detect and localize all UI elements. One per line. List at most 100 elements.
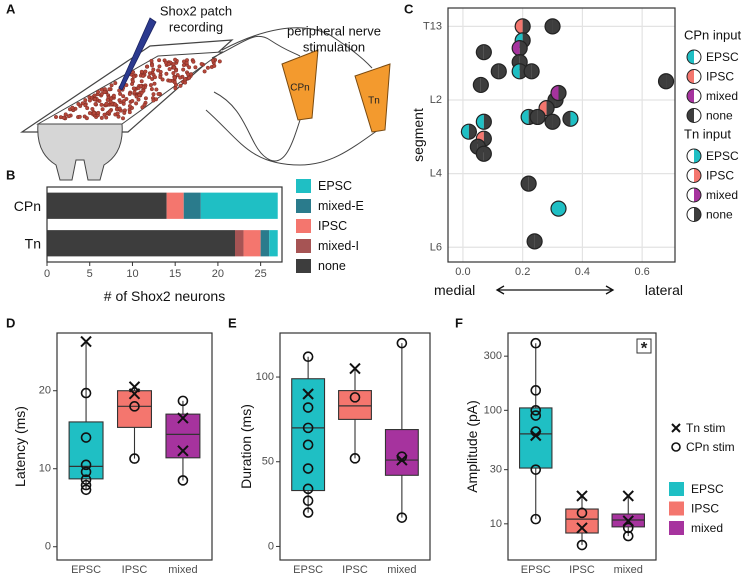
x-tick-label: 0.4 — [575, 266, 590, 278]
neuron-dot — [113, 102, 118, 107]
cpn-marker — [80, 479, 92, 491]
point — [523, 63, 540, 80]
y-axis-label: Amplitude (pA) — [464, 400, 480, 493]
tn-marker — [622, 490, 634, 502]
neuron-dot — [171, 71, 176, 76]
point-half — [545, 114, 553, 130]
point-half — [483, 146, 492, 162]
neuron-dot — [158, 69, 163, 74]
neuron-dot — [134, 101, 139, 106]
legend-label: EPSC — [318, 179, 352, 193]
neuron-dot — [154, 87, 159, 92]
cpn-marker — [349, 453, 361, 464]
neuron-dot — [100, 107, 105, 112]
legend-icon — [694, 149, 701, 163]
neuron-dot — [147, 71, 152, 76]
bar-segment — [200, 192, 278, 219]
bar-segment — [260, 230, 270, 257]
x-tick-label: 15 — [169, 268, 181, 280]
legend-icon — [687, 149, 694, 163]
neuron-dot — [108, 99, 113, 104]
legend-icon — [687, 168, 694, 183]
bar-segment — [235, 230, 244, 257]
point-half — [483, 44, 492, 60]
stim-label: peripheral nerve — [287, 24, 381, 39]
legend-label: mixed-I — [318, 239, 359, 253]
legend-icon — [687, 89, 694, 103]
legend-label: none — [318, 259, 346, 273]
point-half — [545, 18, 553, 34]
legend-marker — [671, 442, 681, 452]
cpn-marker — [530, 385, 542, 396]
legend-label: IPSC — [318, 219, 347, 233]
neuron-dot — [156, 91, 161, 96]
y-axis-label: Latency (ms) — [12, 406, 28, 487]
neuron-dot — [166, 62, 171, 67]
legend-icon — [686, 207, 702, 222]
point-outline — [523, 63, 540, 80]
neuron-dot — [127, 110, 132, 115]
cpn-electrode — [281, 49, 319, 121]
tn-electrode — [354, 63, 391, 133]
neuron-dot — [211, 58, 216, 63]
legend-swatch — [669, 521, 684, 535]
point — [475, 145, 492, 162]
legend-title: CPn input — [684, 28, 741, 43]
neuron-dot — [167, 67, 172, 72]
point — [526, 233, 543, 250]
box — [565, 508, 599, 534]
point-half — [522, 18, 531, 34]
neuron-dot — [149, 58, 154, 63]
point-half — [530, 109, 538, 125]
cpn-marker — [396, 451, 408, 462]
y-tick-label: T13 — [423, 20, 442, 32]
point-outline — [460, 123, 478, 140]
legend-label: none — [706, 109, 733, 123]
tn-marker — [576, 490, 588, 502]
neuron-dot — [182, 77, 187, 82]
point-half — [491, 63, 499, 79]
neuron-dot — [157, 58, 162, 63]
x-tick-label: 0 — [44, 268, 50, 280]
box — [291, 378, 326, 492]
legend-icon — [687, 207, 694, 222]
cpn-marker — [80, 466, 92, 478]
point-outline — [526, 233, 543, 250]
point-half — [558, 201, 567, 217]
point — [529, 108, 546, 126]
neuron-dot — [96, 89, 101, 94]
neuron-dot — [130, 81, 135, 86]
neuron-dot — [173, 57, 178, 62]
x-tick-label: mixed — [387, 564, 416, 575]
neuron-dot — [137, 93, 142, 98]
neuron-dot — [63, 112, 68, 117]
neuron-dot — [139, 79, 144, 84]
legend-label: mixed-E — [318, 199, 364, 213]
tn-marker — [302, 388, 314, 400]
panel-letter: C — [404, 2, 414, 17]
x-tick-label: EPSC — [521, 564, 551, 575]
tn-marker — [396, 454, 408, 466]
point-half — [473, 77, 481, 93]
point — [562, 110, 579, 127]
point — [657, 73, 675, 90]
point-half — [512, 40, 520, 56]
legend-icon — [686, 148, 702, 164]
legend-label: IPSC — [691, 502, 719, 516]
legend-icon — [687, 188, 694, 202]
point-half — [658, 73, 667, 89]
panel-letter: E — [228, 316, 237, 331]
neuron-dot — [54, 114, 59, 119]
cpn-marker — [302, 422, 314, 434]
cpn-marker — [622, 522, 634, 534]
direction-arrow — [495, 285, 615, 295]
neuron-dot — [113, 81, 118, 86]
cpn-marker — [302, 402, 314, 413]
point — [550, 200, 567, 217]
probe-label: recording — [169, 20, 223, 35]
neuron-dot — [187, 65, 192, 70]
legend-marker — [671, 423, 681, 433]
legend-label: EPSC — [706, 50, 739, 64]
x-tick-label: 10 — [126, 268, 138, 280]
point — [490, 63, 507, 80]
